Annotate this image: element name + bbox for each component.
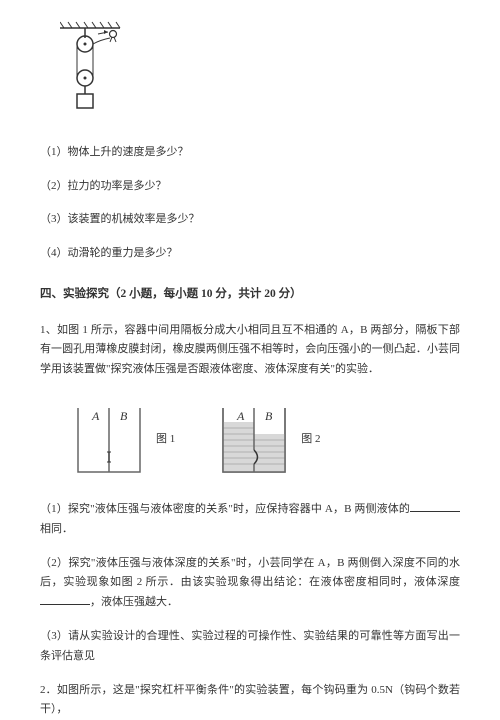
figure-2-group: A B 图 2: [215, 400, 320, 480]
label-a: A: [91, 409, 100, 423]
sub-question-2: （2）探究"液体压强与液体深度的关系"时，小芸同学在 A，B 两侧倒入深度不同的…: [40, 554, 460, 613]
section-4-header: 四、实验探究（2 小题，每小题 10 分，共计 20 分）: [40, 284, 460, 305]
problem-2-intro: 2．如图所示，这是"探究杠杆平衡条件"的实验装置，每个钩码重为 0.5N（钩码个…: [40, 681, 460, 720]
question-1: （1）物体上升的速度是多少？: [40, 143, 460, 163]
sub-question-3: （3）请从实验设计的合理性、实验过程的可操作性、实验结果的可靠性等方面写出一条评…: [40, 627, 460, 667]
question-4: （4）动滑轮的重力是多少？: [40, 244, 460, 264]
question-2: （2）拉力的功率是多少？: [40, 177, 460, 197]
blank-2: [40, 593, 90, 605]
problem-1-intro: 1、如图 1 所示，容器中间用隔板分成大小相同且互不相通的 A，B 两部分，隔板…: [40, 321, 460, 380]
container-figure-1: A B: [70, 400, 148, 480]
label-b: B: [120, 409, 128, 423]
question-3: （3）该装置的机械效率是多少？: [40, 210, 460, 230]
sub2-text-a: （2）探究"液体压强与液体深度的关系"时，小芸同学在 A，B 两侧倒入深度不同的…: [40, 557, 460, 589]
svg-text:A: A: [236, 409, 245, 423]
svg-text:B: B: [265, 409, 273, 423]
figure-row: A B 图 1 A: [70, 400, 460, 480]
pulley-diagram: [60, 20, 460, 123]
sub-question-1: （1）探究"液体压强与液体密度的关系"时，应保持容器中 A，B 两侧液体的相同．: [40, 500, 460, 540]
figure-1-group: A B 图 1: [70, 400, 175, 480]
container-figure-2: A B: [215, 400, 293, 480]
figure-1-label: 图 1: [156, 430, 175, 450]
sub1-text: （1）探究"液体压强与液体密度的关系"时，应保持容器中 A，B 两侧液体的: [40, 503, 410, 515]
blank-1: [410, 500, 460, 512]
figure-2-label: 图 2: [301, 430, 320, 450]
